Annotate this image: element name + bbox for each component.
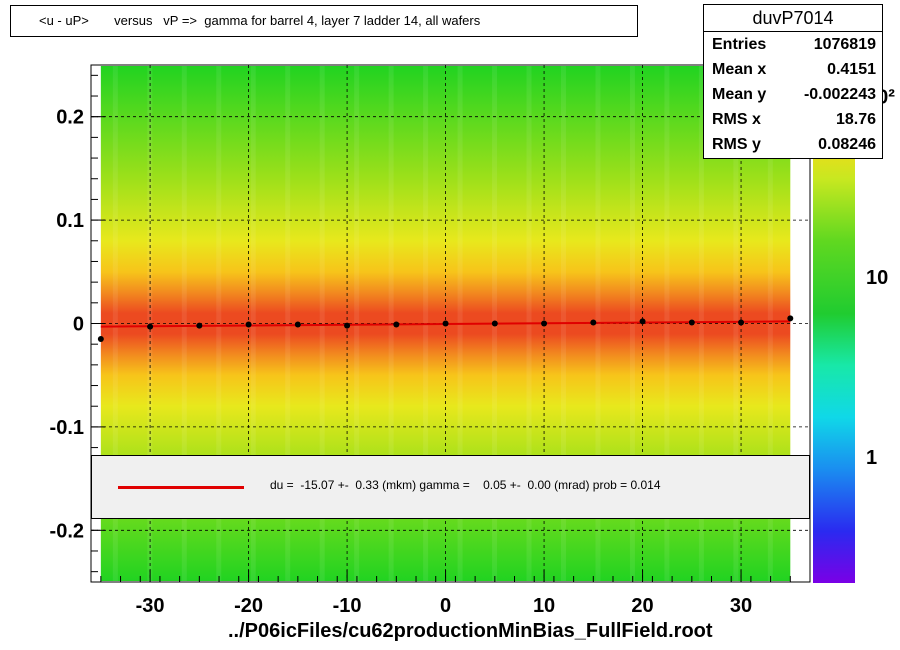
x-tick-label: -10 bbox=[333, 595, 362, 617]
profile-point bbox=[639, 318, 646, 325]
stats-row-rms-x: RMS x 18.76 bbox=[704, 107, 882, 132]
stats-value: 1076819 bbox=[813, 36, 876, 53]
stats-label: RMS y bbox=[712, 136, 761, 153]
profile-point bbox=[787, 315, 794, 322]
stats-label: Mean x bbox=[712, 61, 767, 78]
heatmap-stripe bbox=[664, 66, 670, 581]
profile-point bbox=[590, 319, 597, 326]
profile-point bbox=[393, 321, 400, 328]
profile-point bbox=[97, 336, 104, 343]
stats-value: -0.002243 bbox=[803, 86, 876, 103]
x-tick-label: 30 bbox=[730, 595, 752, 617]
legend-line-sample bbox=[118, 486, 244, 489]
y-tick-label: 0.1 bbox=[56, 210, 84, 232]
fit-legend: du = -15.07 +- 0.33 (mkm) gamma = 0.05 +… bbox=[91, 455, 810, 519]
profile-point bbox=[245, 321, 252, 328]
legend-text: du = -15.07 +- 0.33 (mkm) gamma = 0.05 +… bbox=[270, 478, 661, 492]
x-tick-label: -20 bbox=[234, 595, 263, 617]
y-tick-label: 0 bbox=[73, 314, 84, 336]
stats-row-rms-y: RMS y 0.08246 bbox=[704, 132, 882, 157]
y-tick-label: 0.2 bbox=[56, 107, 84, 129]
heatmap-stripe bbox=[181, 66, 187, 581]
x-tick-label: 10 bbox=[533, 595, 555, 617]
chart-title: <u - uP> versus vP => gamma for barrel 4… bbox=[10, 5, 638, 37]
y-axis-ticks: -0.2 -0.1 0 0.1 0.2 bbox=[50, 74, 105, 573]
x-tick-label: -30 bbox=[136, 595, 165, 617]
stats-name: duvP7014 bbox=[704, 5, 882, 32]
profile-point bbox=[147, 323, 154, 330]
color-scale-label: 10 bbox=[866, 267, 888, 289]
profile-point bbox=[196, 322, 203, 329]
stats-box: duvP7014 Entries 1076819 Mean x 0.4151 M… bbox=[703, 4, 883, 159]
x-tick-label: 0 bbox=[440, 595, 451, 617]
profile-point bbox=[442, 320, 449, 327]
stats-row-mean-y: Mean y -0.002243 bbox=[704, 82, 882, 107]
heatmap-stripe bbox=[319, 66, 325, 581]
profile-point bbox=[491, 320, 498, 327]
profile-points bbox=[97, 315, 794, 343]
file-path-label: ../P06icFiles/cu62productionMinBias_Full… bbox=[228, 620, 713, 642]
profile-point bbox=[294, 321, 301, 328]
y-tick-label: -0.2 bbox=[50, 520, 84, 542]
color-scale-label: 1 bbox=[866, 447, 877, 469]
stats-row-entries: Entries 1076819 bbox=[704, 32, 882, 57]
stats-value: 18.76 bbox=[835, 111, 876, 128]
stats-row-mean-x: Mean x 0.4151 bbox=[704, 57, 882, 82]
profile-point bbox=[688, 319, 695, 326]
x-tick-label: 20 bbox=[631, 595, 653, 617]
y-tick-label: -0.1 bbox=[50, 417, 84, 439]
stats-value: 0.08246 bbox=[818, 136, 876, 153]
profile-point bbox=[738, 319, 745, 326]
profile-point bbox=[344, 322, 351, 329]
stats-label: Mean y bbox=[712, 86, 767, 103]
heatmap-stripe bbox=[698, 66, 704, 581]
stats-label: Entries bbox=[712, 36, 767, 53]
profile-point bbox=[541, 320, 548, 327]
x-axis-ticks: -30 -20 -10 0 10 20 30 bbox=[100, 570, 791, 617]
heatmap-stripe bbox=[285, 66, 291, 581]
stats-value: 0.4151 bbox=[827, 61, 876, 78]
stats-label: RMS x bbox=[712, 111, 761, 128]
